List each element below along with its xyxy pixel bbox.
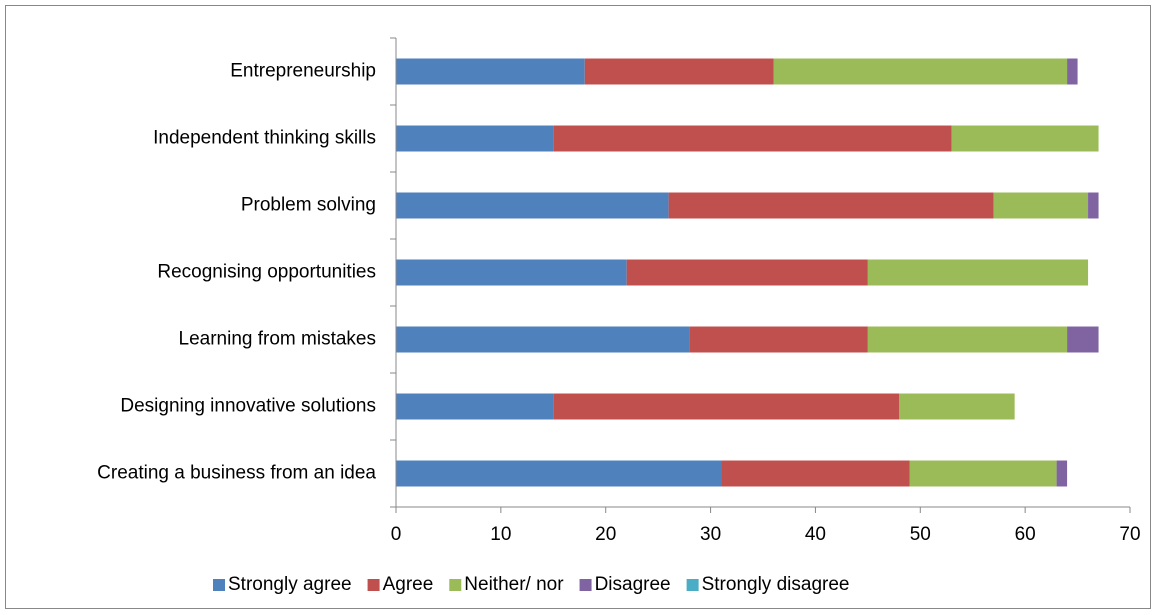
legend-label: Disagree [595,574,671,595]
x-tick-label: 40 [805,524,826,545]
bar-segment [396,125,554,152]
y-tick-label: Problem solving [241,195,376,216]
bar-segment [396,259,627,286]
bar-segment [721,460,910,487]
legend-swatch [579,579,592,591]
bar-segment [668,192,994,219]
bar-segment [1067,58,1078,85]
bar-segment [899,393,1015,420]
bar-segment [396,58,585,85]
bar-segment [951,125,1099,152]
y-tick-label: Creating a business from an idea [97,463,376,484]
x-tick-label: 50 [910,524,931,545]
y-tick-label: Designing innovative solutions [120,396,376,417]
x-tick-label: 0 [391,524,402,545]
bar-segment [1056,460,1068,487]
bar-segment [396,393,554,420]
y-tick-label: Entrepreneurship [230,61,376,82]
bar-segment [867,259,1089,286]
x-tick-label: 60 [1015,524,1036,545]
x-tick-label: 20 [595,524,616,545]
legend-swatch [686,579,699,591]
bar-segment [867,326,1068,353]
bar-segment [396,326,690,353]
y-tick-label: Independent thinking skills [153,128,376,149]
x-tick-label: 30 [700,524,721,545]
bar-segment [1088,192,1099,219]
x-tick-label: 70 [1119,524,1140,545]
y-tick-label: Recognising opportunities [157,262,376,283]
legend-swatch [449,579,462,591]
bar-segment [909,460,1057,487]
bar-segment [626,259,868,286]
bar-segment [1067,326,1099,353]
chart-frame [5,5,1151,609]
bar-segment [396,192,669,219]
legend-label: Strongly disagree [702,574,850,595]
legend-label: Strongly agree [228,574,352,595]
x-tick-label: 10 [490,524,511,545]
bar-segment [993,192,1089,219]
y-tick-label: Learning from mistakes [179,329,376,350]
bar-segment [773,58,1068,85]
legend-swatch [213,579,225,591]
bar-segment [396,460,722,487]
bar-segment [553,393,900,420]
bar-segment [584,58,774,85]
legend-swatch [367,579,380,591]
bar-segment [689,326,868,353]
legend-label: Agree [383,574,434,595]
legend-label: Neither/ nor [464,574,564,595]
bar-segment [553,125,952,152]
